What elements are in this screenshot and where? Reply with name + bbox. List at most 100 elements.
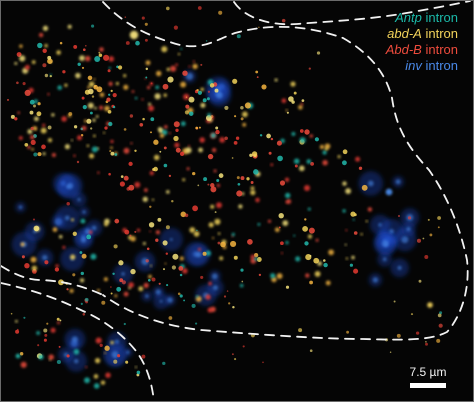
fluorescent-spot: [305, 273, 310, 278]
fluorescent-spot: [24, 263, 30, 269]
fluorescent-spot: [177, 292, 181, 296]
fluorescent-spot: [33, 104, 36, 108]
fluorescent-spot: [396, 333, 401, 338]
blue-nucleus-core: [167, 297, 173, 303]
fluorescent-spot: [182, 268, 188, 274]
blue-nucleus-core: [121, 272, 125, 276]
fluorescent-spot: [37, 42, 43, 49]
fluorescent-spot: [185, 96, 188, 98]
fluorescent-spot: [192, 63, 198, 70]
fluorescent-spot: [425, 341, 427, 343]
fluorescent-spot: [259, 134, 263, 137]
fluorescent-spot: [308, 67, 311, 70]
fluorescent-spot: [93, 374, 99, 379]
fluorescent-spot: [345, 188, 352, 195]
fluorescent-spot: [107, 69, 111, 73]
fluorescent-spot: [145, 60, 151, 66]
fluorescent-spot: [110, 286, 112, 288]
fluorescent-spot: [288, 96, 294, 102]
fluorescent-spot: [261, 84, 267, 90]
blue-nucleus-core: [367, 180, 374, 187]
fluorescent-spot: [81, 253, 87, 259]
fluorescent-spot: [438, 323, 443, 328]
fluorescent-spot: [290, 81, 296, 87]
fluorescent-spot: [166, 67, 170, 72]
fluorescent-spot: [301, 99, 305, 102]
fluorescent-spot: [180, 121, 186, 127]
fluorescent-spot: [233, 141, 238, 145]
fluorescent-spot: [154, 93, 161, 100]
fluorescent-spot: [20, 242, 25, 247]
fluorescent-spot: [167, 76, 174, 83]
fluorescent-spot: [101, 300, 106, 305]
fluorescent-spot: [47, 55, 52, 60]
fluorescent-spot: [174, 142, 180, 148]
fluorescent-spot: [85, 366, 88, 369]
legend-suffix-abd-b: intron: [421, 42, 458, 57]
fluorescent-spot: [73, 349, 80, 355]
fluorescent-spot: [110, 139, 114, 144]
fluorescent-spot: [141, 16, 145, 20]
fluorescent-spot: [82, 48, 86, 52]
blue-nucleus-core: [42, 254, 48, 261]
fluorescent-spot: [98, 51, 101, 54]
fluorescent-spot: [55, 264, 59, 268]
fluorescent-spot: [42, 63, 47, 68]
fluorescent-spot: [64, 83, 68, 87]
fluorescent-spot: [309, 254, 312, 257]
fluorescent-spot: [15, 319, 18, 323]
fluorescent-spot: [205, 250, 211, 256]
fluorescent-spot: [67, 24, 72, 29]
legend-suffix-abd-a: intron: [421, 26, 458, 41]
fluorescent-spot: [183, 299, 186, 302]
legend-item-antp: Antp intron: [348, 10, 458, 26]
fluorescent-spot: [80, 133, 84, 137]
fluorescent-spot: [62, 70, 66, 74]
fluorescent-spot: [73, 154, 76, 158]
fluorescent-spot: [33, 152, 38, 157]
fluorescent-spot: [103, 277, 108, 282]
fluorescent-spot: [220, 241, 226, 248]
fluorescent-spot: [234, 358, 237, 361]
fluorescent-spot: [180, 211, 187, 218]
fluorescent-spot: [144, 22, 148, 26]
fluorescent-spot: [242, 345, 245, 348]
blue-nucleus-core: [64, 215, 70, 221]
scale-bar: 7.5 µm: [404, 365, 452, 388]
fluorescent-spot: [177, 52, 181, 56]
fluorescent-spot: [274, 78, 278, 82]
fluorescent-spot: [147, 278, 151, 282]
fluorescent-spot: [281, 18, 286, 23]
fluorescent-spot: [164, 262, 167, 265]
fluorescent-spot: [97, 289, 100, 292]
bright-spot: [38, 354, 44, 360]
fluorescent-spot: [207, 183, 210, 186]
fluorescent-spot: [91, 146, 98, 153]
fluorescent-spot: [277, 155, 283, 162]
fluorescent-spot: [310, 161, 315, 166]
blue-nucleus-core: [82, 210, 86, 214]
fluorescent-spot: [108, 56, 115, 62]
fluorescent-spot: [136, 228, 141, 232]
fluorescent-spot: [64, 144, 70, 150]
fluorescent-spot: [293, 158, 300, 164]
fluorescent-spot: [131, 90, 135, 93]
fluorescent-spot: [134, 149, 137, 152]
fluorescent-spot: [316, 51, 321, 55]
fluorescent-spot: [129, 234, 132, 237]
fluorescent-spot: [87, 85, 91, 89]
fluorescent-spot: [129, 114, 134, 118]
fluorescent-spot: [52, 227, 58, 232]
blue-nucleus-core: [216, 92, 223, 99]
fluorescent-spot: [165, 252, 168, 255]
fluorescent-spot: [164, 125, 168, 129]
fluorescent-spot: [350, 211, 356, 217]
fluorescent-spot: [231, 232, 235, 237]
fluorescent-spot: [285, 241, 289, 245]
fluorescent-spot: [253, 154, 257, 158]
fluorescent-spot: [87, 102, 94, 109]
blue-nucleus-core: [212, 284, 219, 291]
fluorescent-spot: [108, 81, 113, 86]
fluorescent-spot: [70, 254, 76, 260]
fluorescent-spot: [19, 55, 26, 62]
